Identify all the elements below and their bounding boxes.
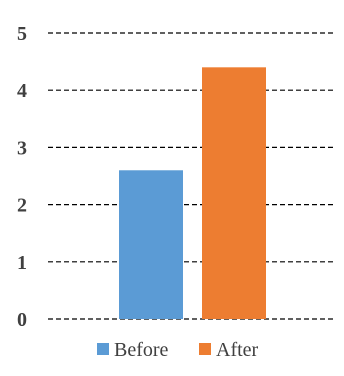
bar-before xyxy=(119,170,183,319)
y-tick-label-1: 1 xyxy=(17,252,27,274)
y-tick-label-3: 3 xyxy=(17,137,27,159)
y-tick-label-0: 0 xyxy=(17,309,27,331)
grid-lines xyxy=(48,32,334,320)
y-tick-label-4: 4 xyxy=(17,80,27,102)
bars xyxy=(119,67,266,319)
bar-after xyxy=(202,67,266,319)
y-tick-label-5: 5 xyxy=(17,23,27,45)
legend-label-before: Before xyxy=(114,339,169,361)
legend-swatch-before xyxy=(97,343,109,355)
y-axis-ticks: 0 1 2 3 4 5 xyxy=(17,23,27,331)
legend: Before After xyxy=(97,339,259,361)
legend-swatch-after xyxy=(199,343,211,355)
y-tick-label-2: 2 xyxy=(17,195,27,217)
legend-label-after: After xyxy=(216,339,259,361)
